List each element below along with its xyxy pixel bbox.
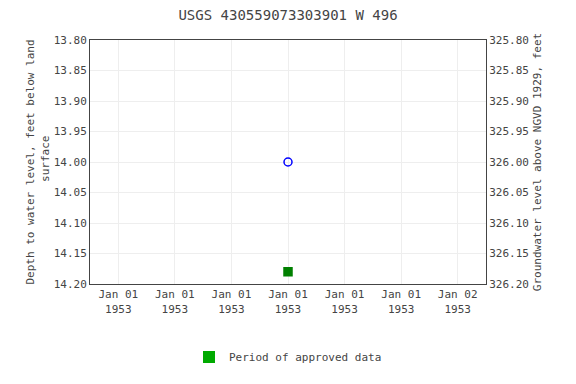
svg-text:326.15: 326.15 — [489, 247, 529, 260]
svg-text:Depth to water level, feet bel: Depth to water level, feet below land su… — [24, 39, 51, 284]
svg-text:14.05: 14.05 — [54, 186, 87, 199]
svg-text:326.05: 326.05 — [489, 186, 529, 199]
svg-text:USGS 430559073303901 W 496: USGS 430559073303901 W 496 — [178, 7, 397, 23]
svg-text:14.10: 14.10 — [54, 217, 87, 230]
svg-text:Groundwater level above NGVD 1: Groundwater level above NGVD 1929, feet — [531, 33, 544, 291]
svg-text:Jan 011953: Jan 011953 — [98, 288, 138, 315]
svg-text:325.95: 325.95 — [489, 125, 529, 138]
svg-text:326.20: 326.20 — [489, 278, 529, 291]
svg-text:Jan 011953: Jan 011953 — [212, 288, 252, 315]
svg-text:Jan 011953: Jan 011953 — [268, 288, 308, 315]
svg-text:14.00: 14.00 — [54, 156, 87, 169]
svg-text:13.85: 13.85 — [54, 64, 87, 77]
svg-text:Jan 021953: Jan 021953 — [438, 288, 478, 315]
svg-text:326.10: 326.10 — [489, 217, 529, 230]
svg-text:325.80: 325.80 — [489, 34, 529, 47]
svg-text:Jan 011953: Jan 011953 — [325, 288, 365, 315]
svg-text:Jan 011953: Jan 011953 — [155, 288, 195, 315]
svg-text:Jan 011953: Jan 011953 — [381, 288, 421, 315]
svg-text:13.80: 13.80 — [54, 34, 87, 47]
svg-text:13.95: 13.95 — [54, 125, 87, 138]
svg-text:325.90: 325.90 — [489, 95, 529, 108]
svg-text:325.85: 325.85 — [489, 64, 529, 77]
svg-text:14.15: 14.15 — [54, 247, 87, 260]
svg-text:14.20: 14.20 — [54, 278, 87, 291]
svg-text:13.90: 13.90 — [54, 95, 87, 108]
svg-text:326.00: 326.00 — [489, 156, 529, 169]
svg-text:Period of approved data: Period of approved data — [229, 351, 381, 364]
